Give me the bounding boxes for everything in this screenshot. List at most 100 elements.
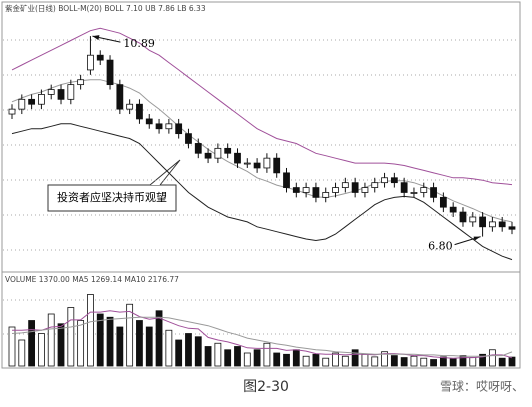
volume-bar (57, 323, 65, 367)
volume-bar (106, 316, 114, 367)
candle-body (106, 59, 114, 86)
volume-bar (322, 357, 330, 367)
candle-body (204, 152, 212, 159)
volume-bar (361, 353, 369, 367)
candle-body (479, 216, 486, 228)
volume-bar (508, 356, 516, 367)
volume-bar (28, 320, 36, 367)
volume-bar (8, 326, 16, 367)
volume-bar (145, 326, 153, 367)
candle-body (18, 98, 26, 110)
volume-bar (18, 339, 26, 367)
candle-body (292, 187, 300, 193)
volume-bar (449, 358, 457, 367)
candle-body (8, 108, 16, 115)
candle-body (341, 182, 349, 188)
candle-body (263, 157, 271, 169)
volume-bar (194, 336, 202, 367)
candle-body (116, 84, 124, 110)
candle-body (361, 187, 369, 193)
annotation-high: 10.89 (123, 37, 154, 50)
candle-body (410, 192, 418, 194)
candle-body (283, 172, 290, 188)
annotation-arrowhead (473, 236, 481, 241)
candle-body (312, 187, 320, 198)
volume-bar (341, 355, 349, 367)
candle-body (47, 89, 55, 95)
volume-bar (263, 342, 271, 367)
candle-body (322, 192, 330, 198)
candle-body (400, 182, 408, 193)
volume-bar (165, 329, 173, 367)
boll-upper (11, 27, 513, 186)
candle-body (449, 206, 457, 213)
volume-bar (410, 355, 418, 367)
candle-body (508, 226, 516, 230)
volume-bar (234, 346, 241, 367)
candle-body (214, 147, 222, 159)
volume-bar (38, 333, 45, 367)
candle-body (498, 221, 506, 228)
volume-bar (332, 352, 339, 367)
volume-bar (498, 357, 506, 367)
candle-body (273, 157, 281, 174)
watermark: 雪球：哎呀呀、 (440, 380, 524, 394)
volume-bar (214, 342, 222, 367)
volume-bar (439, 356, 447, 367)
volume-bar (479, 353, 486, 367)
candle-body (371, 182, 379, 188)
candle-body (136, 103, 143, 120)
candle-body (439, 196, 447, 208)
annotation-arrowhead (92, 35, 100, 41)
candle-body (302, 187, 310, 193)
candle-body (77, 79, 85, 86)
volume-bar (420, 357, 428, 367)
candle-body (87, 54, 94, 71)
volume-bar (96, 313, 104, 367)
volume-bar (185, 333, 192, 367)
candle-body (459, 211, 467, 223)
candle-body (57, 89, 65, 100)
callout-box (47, 184, 177, 212)
volume-bar (243, 352, 251, 367)
callout-text: 投资者应坚决持币观望 (57, 190, 167, 204)
volume-bar (67, 307, 75, 367)
candle-body (145, 118, 153, 125)
candle-body (469, 216, 477, 223)
candle-body (430, 187, 437, 198)
volume-bar (390, 355, 398, 367)
volume-ma5 (12, 310, 513, 359)
volume-bar (77, 320, 85, 367)
volume-bar (273, 352, 281, 367)
volume-bar (283, 353, 290, 367)
boll-lower (11, 123, 513, 261)
volume-bar (430, 359, 437, 367)
candle-body (234, 152, 241, 164)
volume-bar (459, 355, 467, 367)
candle-body (38, 94, 45, 105)
candle-body (67, 84, 75, 100)
candle-body (194, 143, 202, 154)
volume-header: VOLUME 1370.00 MA5 1269.14 MA10 2176.77 (5, 275, 179, 284)
candle-body (96, 54, 104, 61)
volume-bar (47, 313, 55, 367)
candle-body (390, 177, 398, 184)
volume-ma10 (11, 316, 513, 357)
volume-bar (136, 320, 143, 367)
volume-bar (175, 339, 183, 367)
volume-bar (488, 349, 496, 367)
price-header: 紫金矿业(日线) BOLL-M(20) BOLL 7.10 UB 7.86 LB… (5, 3, 206, 13)
candle-body (28, 98, 36, 105)
volume-bar (126, 303, 134, 367)
candle-body (126, 103, 134, 110)
boll-mid (11, 79, 513, 223)
volume-bar (204, 346, 212, 367)
volume-bar (116, 326, 124, 367)
volume-bar (155, 310, 163, 367)
candle-body (488, 221, 496, 228)
candle-body (165, 123, 173, 130)
volume-bar (351, 349, 359, 367)
volume-bar (400, 357, 408, 367)
